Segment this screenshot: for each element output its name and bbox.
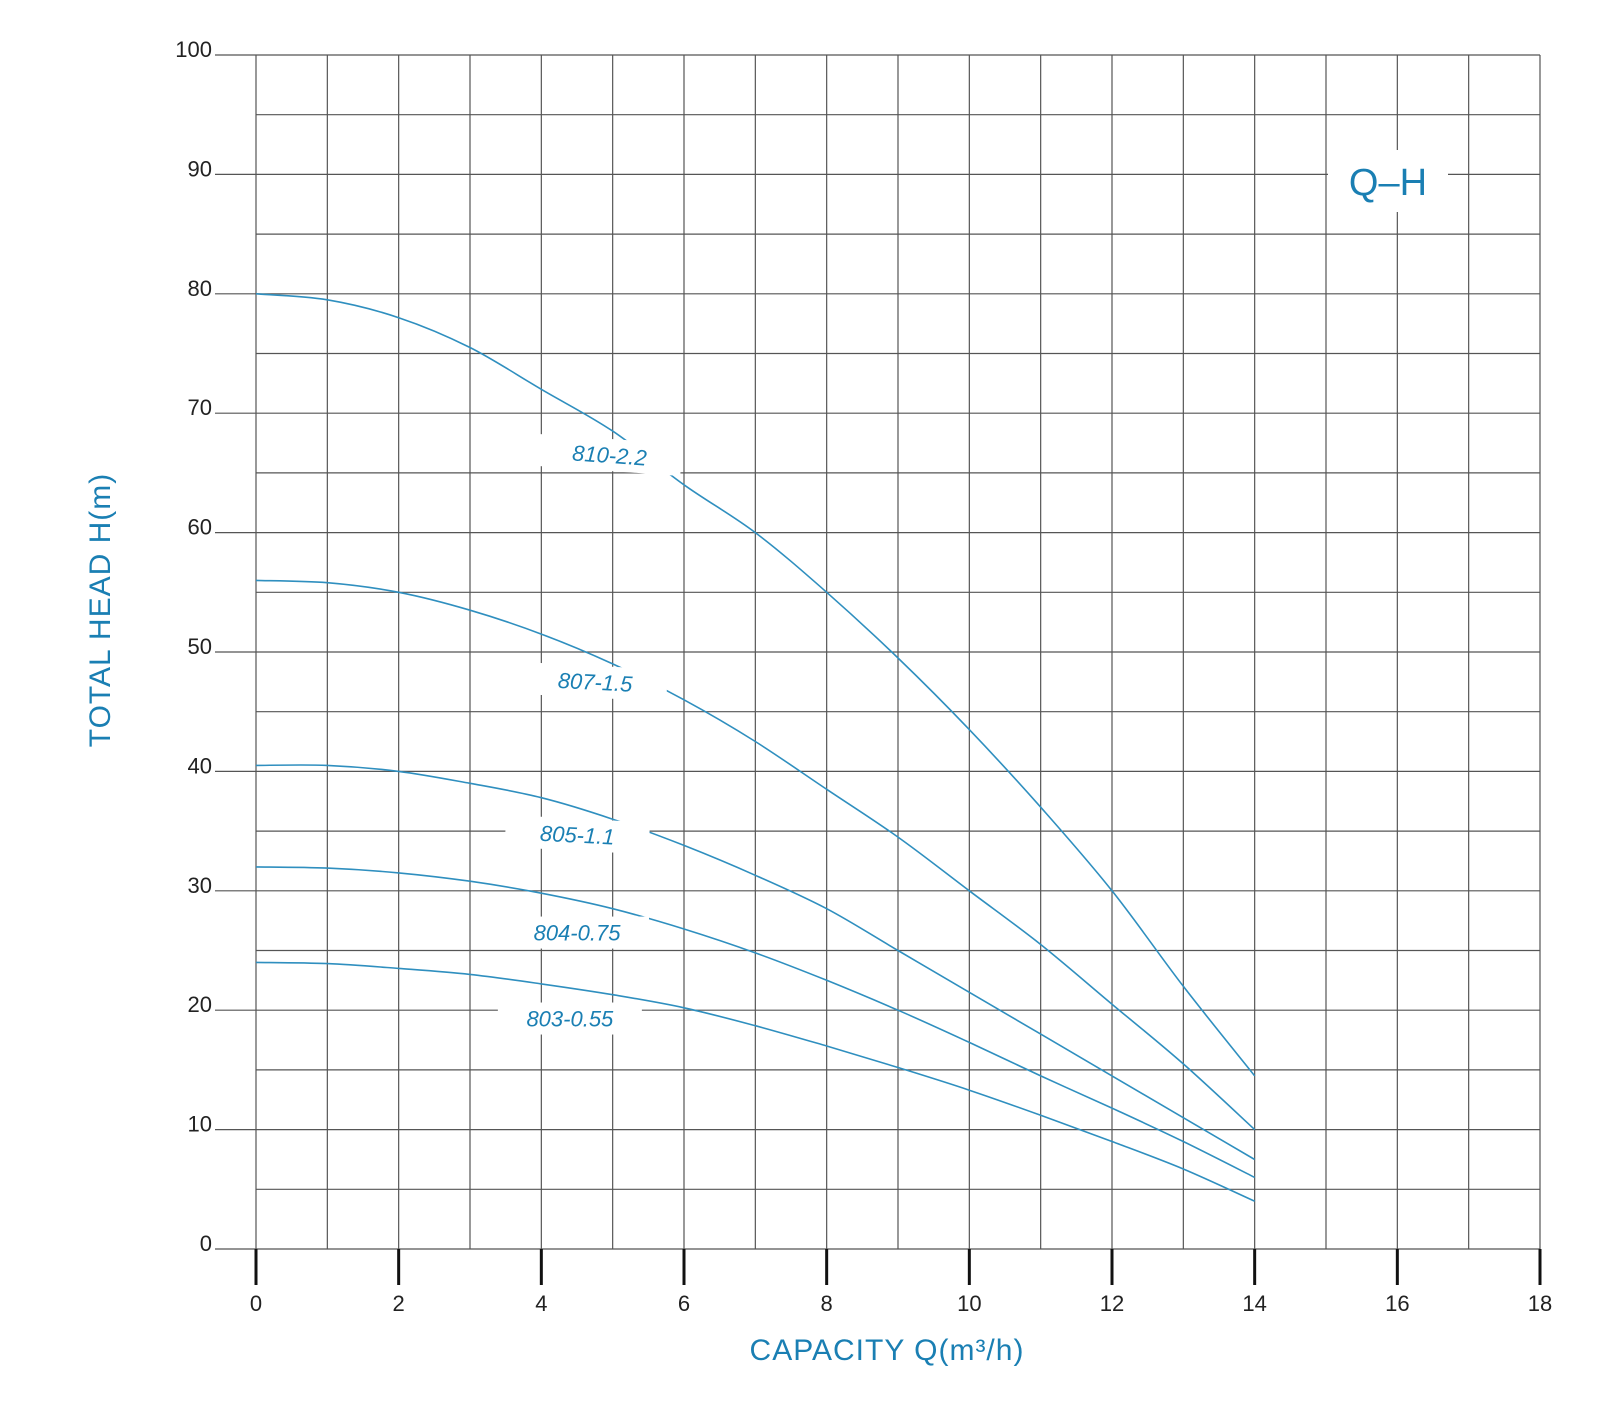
x-tick-label: 0	[250, 1291, 262, 1316]
x-tick-label: 16	[1385, 1291, 1409, 1316]
series-label-group: 807-1.5	[522, 662, 668, 702]
x-axis-title: CAPACITY Q(m³/h)	[750, 1334, 1025, 1367]
series-label: 804-0.75	[534, 921, 622, 946]
y-tick-label: 80	[188, 276, 212, 301]
y-tick-label: 60	[188, 515, 212, 540]
series-label-background	[497, 1002, 642, 1035]
x-tick-labels: 0 2 4 6 8 10 12 14 16 18	[250, 1291, 1552, 1316]
series-label: 803-0.55	[526, 1007, 614, 1032]
y-tick-labels: 0 10 20 30 40 50 60 70 80 90 100	[175, 37, 212, 1256]
y-tick-label: 10	[188, 1112, 212, 1137]
x-tick-label: 6	[678, 1291, 690, 1316]
curve-labels: 810-2.2 807-1.5 805-1.1 804-0.75 803-0.55	[497, 433, 683, 1035]
series-label-group: 803-0.55	[497, 1002, 642, 1035]
curves	[255, 293, 1256, 1202]
series-line	[255, 961, 1256, 1202]
grid	[215, 54, 1541, 1250]
x-tick-label: 14	[1242, 1291, 1266, 1316]
major-ticks	[254, 1249, 1542, 1285]
legend-label: Q–H	[1349, 162, 1427, 204]
series-label-group: 804-0.75	[505, 916, 649, 949]
series-label-background	[522, 662, 668, 702]
y-tick-label: 70	[188, 395, 212, 420]
y-tick-label: 30	[188, 873, 212, 898]
x-tick-label: 2	[393, 1291, 405, 1316]
y-tick-label: 20	[188, 992, 212, 1017]
series-label-group: 805-1.1	[504, 814, 651, 855]
legend-background	[1328, 150, 1448, 212]
series-line	[255, 866, 1256, 1179]
x-tick-label: 12	[1100, 1291, 1124, 1316]
x-tick-label: 18	[1528, 1291, 1552, 1316]
series-label: 807-1.5	[557, 668, 634, 697]
series-line	[255, 293, 1256, 1077]
y-tick-label: 100	[175, 37, 212, 62]
y-tick-label: 40	[188, 753, 212, 778]
y-axis-title: TOTAL HEAD H(m)	[84, 473, 117, 747]
y-tick-label: 90	[188, 156, 212, 181]
series-line	[255, 764, 1256, 1161]
series-label-background	[536, 433, 683, 476]
series-line	[255, 579, 1256, 1131]
x-tick-label: 10	[957, 1291, 981, 1316]
series-label-group: 810-2.2	[536, 433, 683, 476]
series-label-background	[504, 814, 651, 855]
x-tick-label: 8	[821, 1291, 833, 1316]
series-label-background	[505, 916, 649, 949]
x-axis-title-text: CAPACITY Q(m³/h)	[750, 1334, 1025, 1367]
x-tick-label: 4	[535, 1291, 547, 1316]
series-label: 805-1.1	[539, 821, 615, 850]
y-tick-label: 0	[200, 1231, 212, 1256]
series-label: 810-2.2	[571, 440, 647, 470]
y-tick-label: 50	[188, 634, 212, 659]
